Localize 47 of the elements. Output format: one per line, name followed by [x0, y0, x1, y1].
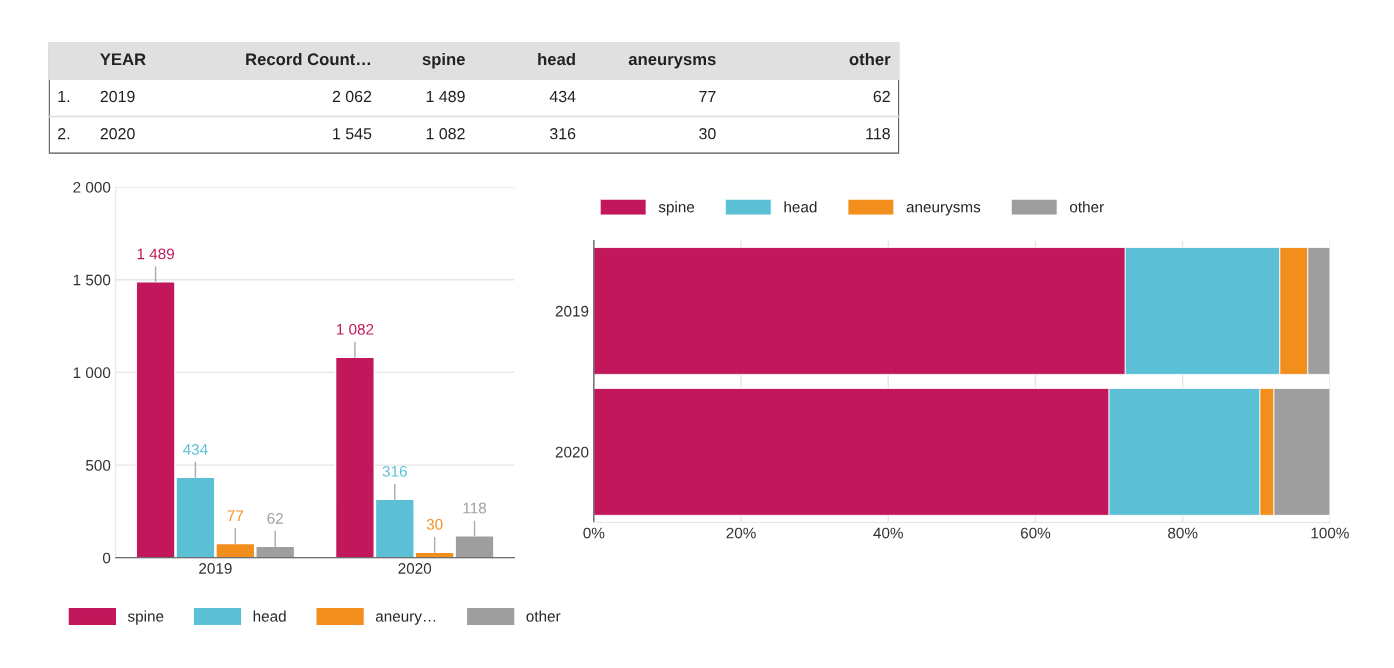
- category-label: head: [538, 52, 575, 66]
- category-label: 2.: [58, 128, 70, 140]
- legend-label: spine: [658, 201, 695, 216]
- legend-label: other: [526, 610, 561, 622]
- x-tick-label: 60%: [1020, 527, 1051, 539]
- y-tick-label: 0: [102, 552, 111, 564]
- data-label: 118: [463, 502, 487, 514]
- x-tick-label: 80%: [1168, 527, 1198, 539]
- text: 1 489: [426, 90, 465, 103]
- text: 434: [549, 90, 576, 103]
- y-tick-label: 2 000: [73, 181, 111, 193]
- x-tick-label: 100%: [1311, 527, 1349, 539]
- legend-label: spine: [127, 610, 164, 625]
- category-label: YEAR: [100, 53, 146, 65]
- category-label: other: [849, 52, 891, 66]
- legend-label: aneury…: [375, 613, 436, 625]
- data-label: 434: [183, 444, 208, 455]
- legend-label: head: [253, 610, 286, 622]
- data-label: 30: [426, 518, 443, 530]
- data-label: 316: [382, 465, 407, 477]
- text: 30: [699, 128, 716, 140]
- x-tick-label: 0%: [583, 527, 605, 539]
- data-label: 1 082: [336, 323, 374, 335]
- text: 2020: [100, 128, 135, 140]
- text: 316: [549, 128, 576, 140]
- x-tick-label: 20%: [726, 527, 756, 539]
- data-label: 77: [227, 510, 244, 521]
- text: 118: [866, 128, 890, 140]
- category-label: 1.: [58, 91, 70, 102]
- y-tick-label: 500: [85, 459, 111, 471]
- category-label: aneurysms: [628, 56, 716, 69]
- text: 77: [699, 91, 716, 102]
- legend-label: head: [784, 201, 817, 213]
- data-label: 62: [267, 513, 283, 524]
- legend-label: other: [1069, 201, 1104, 213]
- text: 1 545: [333, 128, 372, 140]
- text: 62: [873, 90, 890, 103]
- y-tick-label: 1 500: [73, 274, 111, 286]
- category-label: spine: [422, 52, 465, 69]
- text: 1 082: [426, 128, 465, 140]
- x-tick-label: 40%: [873, 527, 903, 539]
- legend-label: aneurysms: [906, 204, 981, 216]
- text: 2 062: [332, 90, 372, 103]
- data-label: 1 489: [137, 248, 174, 260]
- y-tick-label: 1 000: [73, 367, 111, 379]
- category-label: Record Count…: [246, 52, 371, 66]
- text: 2019: [100, 90, 135, 103]
